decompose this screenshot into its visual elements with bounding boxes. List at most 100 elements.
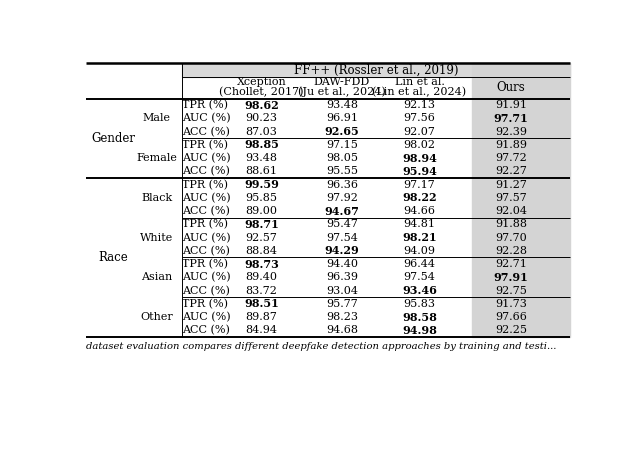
Text: Gender: Gender: [92, 132, 135, 145]
Text: TPR (%): TPR (%): [182, 219, 228, 230]
Text: Black: Black: [141, 193, 172, 203]
Text: 94.81: 94.81: [403, 219, 435, 229]
Text: 98.58: 98.58: [402, 311, 437, 322]
Text: 97.92: 97.92: [326, 193, 358, 203]
Text: 97.70: 97.70: [495, 233, 527, 243]
Text: 92.25: 92.25: [495, 325, 527, 335]
Text: ACC (%): ACC (%): [182, 325, 230, 335]
Text: (Ju et al., 2024): (Ju et al., 2024): [298, 86, 386, 97]
Text: ACC (%): ACC (%): [182, 246, 230, 256]
Text: 98.62: 98.62: [244, 100, 279, 111]
Text: 89.00: 89.00: [245, 206, 277, 216]
Text: 91.73: 91.73: [495, 299, 527, 309]
Text: 97.54: 97.54: [403, 273, 435, 282]
Text: AUC (%): AUC (%): [182, 193, 231, 203]
Text: ACC (%): ACC (%): [182, 206, 230, 216]
Text: 98.51: 98.51: [244, 298, 279, 310]
Text: 92.65: 92.65: [324, 126, 359, 137]
Text: 98.73: 98.73: [244, 259, 279, 270]
Text: 94.68: 94.68: [326, 325, 358, 335]
Text: 95.83: 95.83: [403, 299, 435, 309]
Text: 93.46: 93.46: [402, 285, 437, 296]
Text: 94.67: 94.67: [324, 206, 360, 217]
Text: 97.57: 97.57: [495, 193, 527, 203]
Text: 89.40: 89.40: [245, 273, 277, 282]
Text: 91.27: 91.27: [495, 180, 527, 189]
Text: 97.91: 97.91: [493, 272, 528, 283]
Text: Lin et al.: Lin et al.: [394, 78, 444, 87]
Text: DAW-FDD: DAW-FDD: [314, 78, 370, 87]
Text: 98.71: 98.71: [244, 219, 279, 230]
Text: 98.21: 98.21: [402, 232, 436, 243]
Text: 96.39: 96.39: [326, 273, 358, 282]
Text: 88.84: 88.84: [245, 246, 277, 256]
Text: 96.36: 96.36: [326, 180, 358, 189]
Text: Female: Female: [136, 153, 177, 163]
Text: AUC (%): AUC (%): [182, 153, 231, 163]
Text: Xception: Xception: [236, 78, 286, 87]
Text: 93.04: 93.04: [326, 286, 358, 296]
Text: 97.15: 97.15: [326, 140, 358, 150]
Text: 92.04: 92.04: [495, 206, 527, 216]
Text: 98.23: 98.23: [326, 312, 358, 322]
Text: TPR (%): TPR (%): [182, 100, 228, 110]
Text: 91.91: 91.91: [495, 100, 527, 110]
Text: TPR (%): TPR (%): [182, 259, 228, 269]
Text: 98.22: 98.22: [402, 192, 436, 203]
Text: AUC (%): AUC (%): [182, 113, 231, 123]
Text: 87.03: 87.03: [245, 127, 277, 137]
Text: 94.40: 94.40: [326, 259, 358, 269]
Text: 92.27: 92.27: [495, 166, 527, 176]
Text: 91.88: 91.88: [495, 219, 527, 229]
Text: 95.85: 95.85: [245, 193, 277, 203]
Text: (Lin et al., 2024): (Lin et al., 2024): [372, 86, 467, 97]
Text: AUC (%): AUC (%): [182, 232, 231, 243]
Bar: [472, 98, 570, 337]
Text: ACC (%): ACC (%): [182, 286, 230, 296]
Text: 97.66: 97.66: [495, 312, 527, 322]
Text: dataset evaluation compares different deepfake detection approaches by training : dataset evaluation compares different de…: [86, 341, 557, 351]
Text: AUC (%): AUC (%): [182, 312, 231, 322]
Text: TPR (%): TPR (%): [182, 180, 228, 190]
Text: 94.98: 94.98: [402, 325, 437, 336]
Bar: [472, 63, 570, 98]
Text: 93.48: 93.48: [245, 153, 277, 163]
Text: ACC (%): ACC (%): [182, 166, 230, 176]
Text: 96.91: 96.91: [326, 114, 358, 123]
Text: 92.57: 92.57: [245, 233, 277, 243]
Bar: [182, 63, 570, 77]
Text: 94.29: 94.29: [324, 245, 359, 256]
Text: 98.85: 98.85: [244, 140, 279, 151]
Text: 92.28: 92.28: [495, 246, 527, 256]
Text: 97.54: 97.54: [326, 233, 358, 243]
Text: 95.55: 95.55: [326, 166, 358, 176]
Text: Asian: Asian: [141, 273, 172, 282]
Text: White: White: [140, 233, 173, 243]
Text: 92.13: 92.13: [403, 100, 435, 110]
Text: ACC (%): ACC (%): [182, 127, 230, 137]
Text: 92.75: 92.75: [495, 286, 527, 296]
Text: 93.48: 93.48: [326, 100, 358, 110]
Text: 99.59: 99.59: [244, 179, 279, 190]
Text: 90.23: 90.23: [245, 114, 277, 123]
Text: 92.39: 92.39: [495, 127, 527, 137]
Text: Ours: Ours: [497, 81, 525, 94]
Text: 97.17: 97.17: [404, 180, 435, 189]
Text: 98.05: 98.05: [326, 153, 358, 163]
Text: 94.09: 94.09: [403, 246, 435, 256]
Text: AUC (%): AUC (%): [182, 272, 231, 282]
Text: 98.94: 98.94: [402, 152, 437, 164]
Text: 92.07: 92.07: [403, 127, 435, 137]
Text: 89.87: 89.87: [245, 312, 277, 322]
Text: Other: Other: [140, 312, 173, 322]
Text: 84.94: 84.94: [245, 325, 277, 335]
Text: 92.71: 92.71: [495, 259, 527, 269]
Text: 91.89: 91.89: [495, 140, 527, 150]
Text: 98.02: 98.02: [403, 140, 435, 150]
Text: 97.56: 97.56: [403, 114, 435, 123]
Text: Male: Male: [143, 114, 171, 123]
Text: (Chollet, 2017): (Chollet, 2017): [219, 86, 303, 97]
Text: 95.77: 95.77: [326, 299, 358, 309]
Text: TPR (%): TPR (%): [182, 299, 228, 309]
Text: Race: Race: [99, 251, 128, 264]
